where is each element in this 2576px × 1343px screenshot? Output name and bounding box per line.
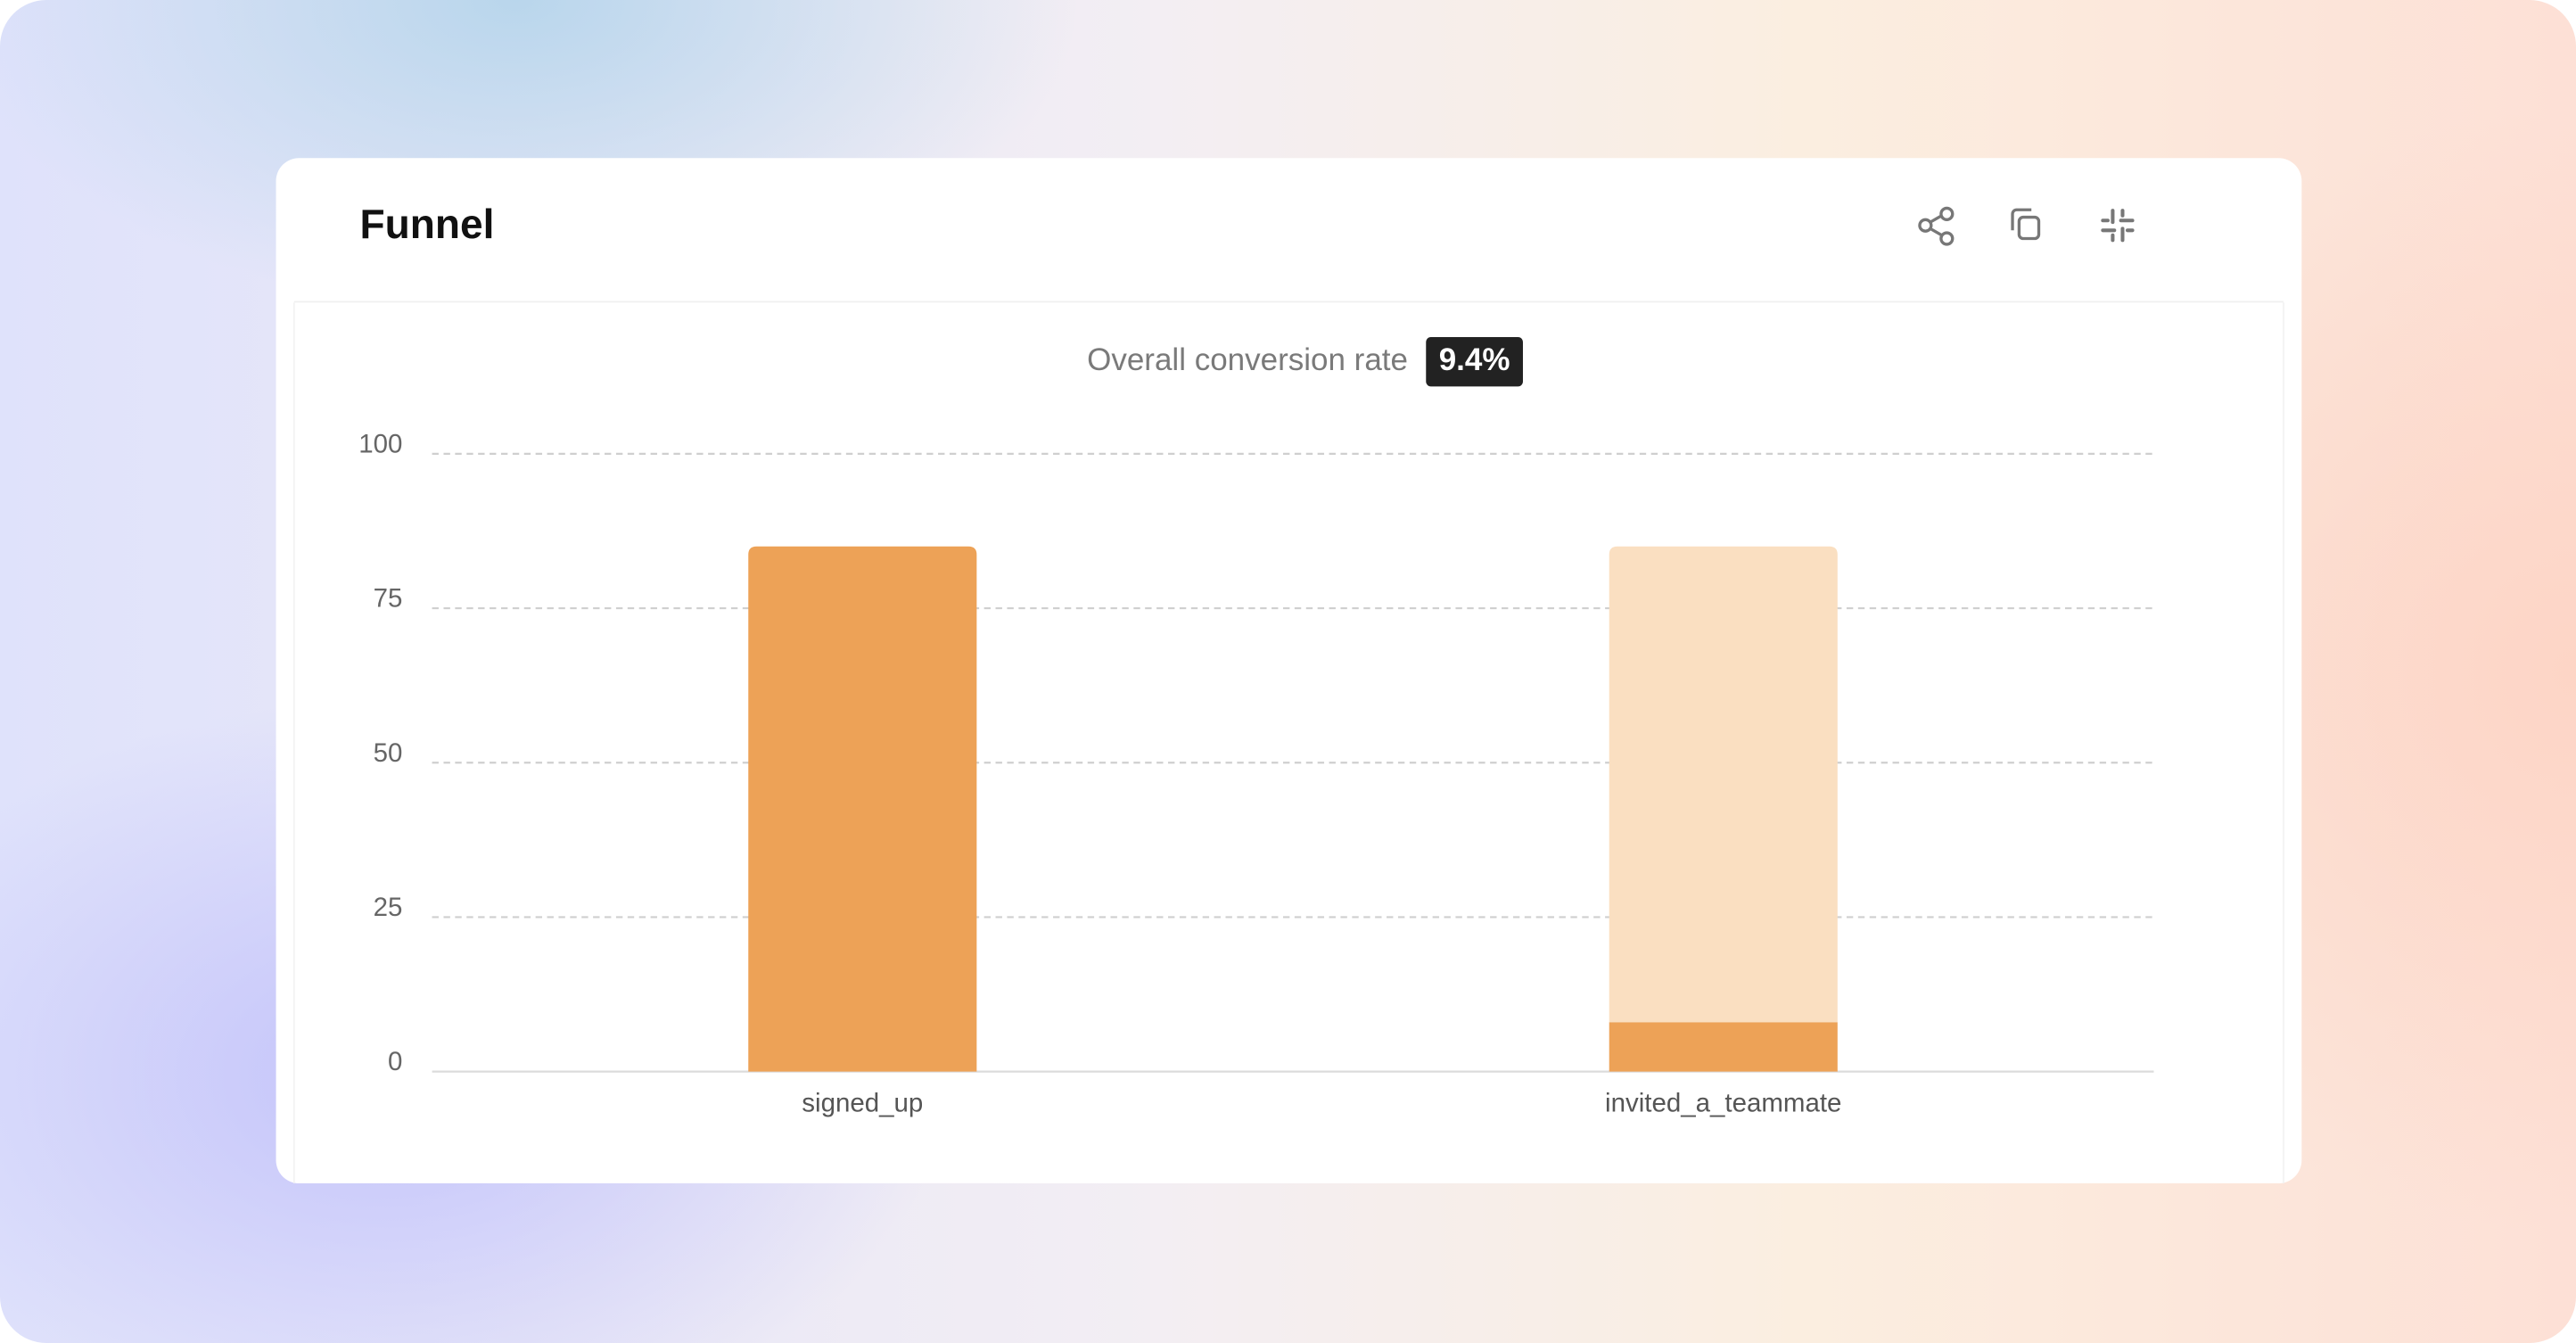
x-tick-label: invited_a_teammate (1605, 1088, 1841, 1117)
card-title: Funnel (360, 201, 495, 247)
copy-button[interactable] (2011, 208, 2041, 241)
y-tick-label: 75 (374, 584, 403, 614)
y-tick-label: 25 (374, 893, 403, 922)
bar-segment (748, 546, 977, 1072)
slack-button[interactable] (2101, 209, 2135, 243)
x-tick-label: signed_up (802, 1088, 923, 1117)
header-divider (293, 301, 2284, 303)
card (276, 158, 2302, 1183)
y-tick-label: 50 (374, 738, 403, 768)
bar-segment (1609, 1022, 1838, 1072)
y-tick-label: 0 (388, 1047, 402, 1076)
bar-segment (1609, 546, 1838, 1023)
chart-subtitle: Overall conversion rate (1087, 342, 1408, 377)
y-tick-label: 100 (358, 429, 402, 458)
conversion-rate: 9.4% (1439, 342, 1510, 377)
conversion-badge (1426, 337, 1523, 387)
share-button[interactable] (1918, 206, 1955, 246)
